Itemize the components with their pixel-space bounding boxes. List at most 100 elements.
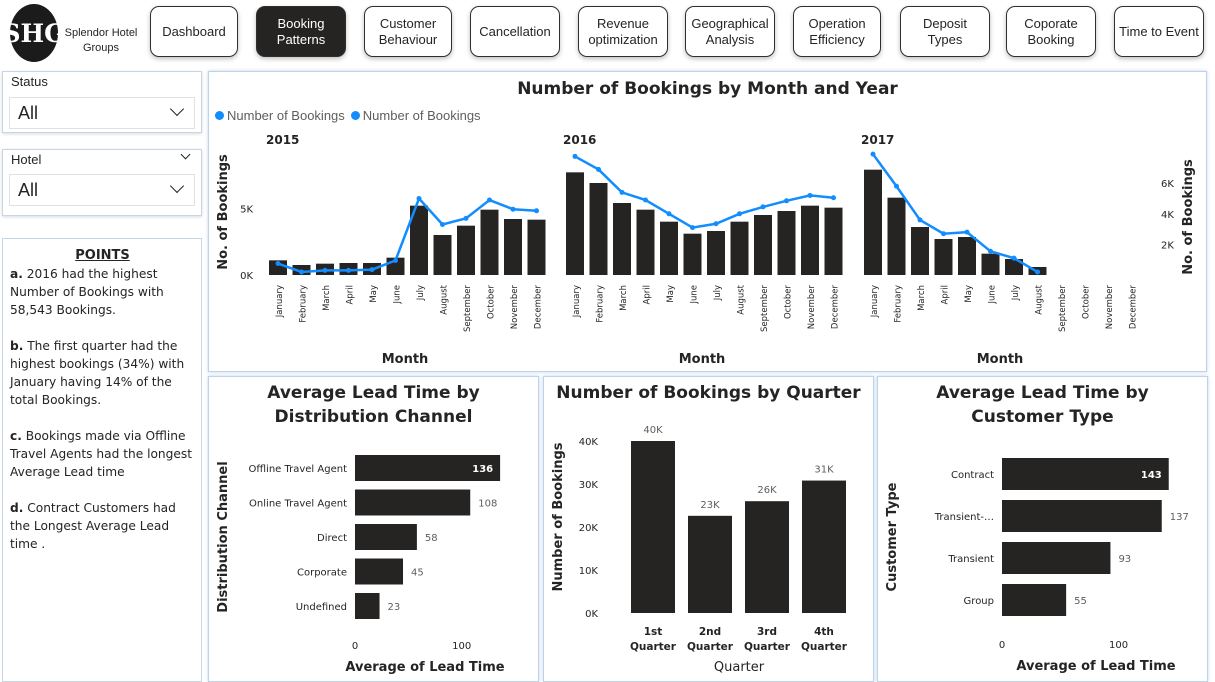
x-tick-label: June: [988, 285, 998, 305]
point-item: a. 2016 had the highest Number of Bookin…: [10, 267, 164, 317]
bar-1st-quarter: [631, 441, 675, 613]
x-tick-label: 2nd: [699, 626, 721, 638]
x-tick-label: September: [760, 284, 770, 331]
lead-time-by-channel-visual[interactable]: Average Lead Time by Distribution Channe…: [208, 376, 539, 682]
nav-button-time-to-event[interactable]: Time to Event: [1114, 6, 1204, 57]
y2-axis-title: No. of Bookings: [1181, 159, 1196, 275]
y2-tick-label: 6K: [1161, 179, 1174, 190]
line-point-2016-february: [596, 166, 601, 172]
data-label: 31K: [814, 465, 834, 476]
x-tick-label: April: [346, 285, 356, 304]
x-tick-label: 0: [352, 641, 358, 652]
points-title: POINTS: [75, 248, 130, 263]
x-tick-label: 100: [452, 641, 471, 652]
category-label: Direct: [317, 533, 347, 544]
chart-title: Number of Bookings by Quarter: [556, 383, 861, 403]
point-item: c. Bookings made via Offline Travel Agen…: [10, 429, 193, 479]
line-point-2017-may: [964, 229, 970, 235]
x-tick-label: December: [831, 284, 841, 329]
hotel-dropdown[interactable]: All: [9, 174, 195, 206]
category-label: Transient: [947, 554, 994, 565]
bar-2016-february: [589, 183, 608, 275]
x-tick-label: January: [275, 285, 285, 318]
lead-time-customer-svg: Customer Type Contract 143 Transient-… 137 Tr…: [885, 458, 1189, 674]
line-point-2015-march: [322, 267, 328, 273]
x-tick-label: March: [322, 285, 332, 311]
bar-2017-may: [958, 237, 976, 275]
x-tick-label: January: [572, 285, 582, 318]
line-point-2016-march: [619, 189, 625, 195]
bar-2015-november: [504, 219, 522, 275]
x-tick-label: August: [1035, 284, 1045, 314]
x-tick-label: Quarter: [630, 641, 677, 653]
y-tick-label: 5K: [240, 204, 253, 215]
status-slicer: Status All: [2, 71, 202, 133]
x-tick-label: September: [1058, 284, 1068, 331]
bookings-by-month-year-visual[interactable]: Number of Bookings by Month and Year Num…: [208, 71, 1207, 372]
nav-button-booking-patterns[interactable]: Booking Patterns: [256, 6, 346, 57]
bar-2016-july: [707, 231, 725, 275]
nav-button-cancellation[interactable]: Cancellation: [470, 6, 560, 57]
chart-title: Number of Bookings by Month and Year: [517, 79, 898, 99]
bar-2nd-quarter: [688, 515, 732, 613]
bookings-month-svg: No. of Bookings 0K 5K No. of Bookings 2K 4K 6K…: [216, 133, 1196, 367]
bar-2015-september: [457, 225, 475, 275]
x-axis-title: Average of Lead Time: [1016, 659, 1175, 674]
x-tick-label: August: [737, 284, 747, 314]
bar-group: [1002, 584, 1067, 616]
y-tick-label: 40K: [579, 437, 599, 448]
status-slicer-label: Status: [11, 74, 48, 89]
line-point-2015-may: [369, 267, 375, 273]
category-label: Undefined: [296, 602, 347, 613]
bar-contract: [1002, 458, 1169, 490]
category-label: Contract: [951, 470, 994, 481]
nav-button-revenue-optimization[interactable]: Revenue optimization: [578, 6, 668, 57]
nav-button-coporate-booking[interactable]: Coporate Booking: [1006, 6, 1096, 57]
x-axis-title: Month: [977, 352, 1024, 367]
y-tick-label: 10K: [579, 566, 599, 577]
bar-2017-march: [911, 227, 929, 275]
line-point-2015-january: [275, 261, 281, 267]
lead-time-by-customer-type-visual[interactable]: Average Lead Time by Customer Type Custo…: [877, 376, 1208, 682]
line-point-2017-february: [894, 183, 899, 189]
brand-name: Splendor Hotel Groups: [64, 27, 138, 54]
data-label: 108: [478, 499, 497, 510]
data-label: 55: [1074, 596, 1087, 607]
top-navigation-bar: SHG Splendor Hotel Groups Dashboard Booki…: [0, 0, 1215, 68]
line-point-2015-april: [346, 267, 351, 273]
x-tick-label: Quarter: [687, 641, 734, 653]
line-point-2017-march: [917, 217, 923, 223]
nav-button-dashboard[interactable]: Dashboard: [150, 6, 238, 57]
bar-2016-march: [613, 203, 631, 275]
x-tick-label: January: [870, 285, 880, 318]
logo-text: SHG: [8, 19, 60, 48]
x-tick-label: May: [666, 285, 676, 303]
bookings-by-quarter-visual[interactable]: Number of Bookings by Quarter Number of …: [543, 376, 874, 682]
line-point-2015-february: [299, 269, 304, 275]
line-point-2016-november: [807, 192, 813, 198]
legend-item[interactable]: Number of Bookings: [215, 108, 345, 123]
chevron-down-icon[interactable]: [180, 149, 191, 160]
chart-title: Average Lead Time by Customer Type: [936, 383, 1149, 427]
bar-transient: [1002, 542, 1111, 574]
bar-3rd-quarter: [745, 501, 789, 613]
nav-button-deposit-types[interactable]: Deposit Types: [900, 6, 990, 57]
bar-offline-travel-agent: [355, 455, 501, 481]
line-point-2015-september: [463, 215, 469, 221]
x-axis-title: Average of Lead Time: [345, 660, 504, 675]
nav-button-customer-behaviour[interactable]: Customer Behaviour: [364, 6, 452, 57]
x-tick-label: February: [299, 285, 309, 323]
bar-2016-october: [777, 211, 796, 275]
bar-2016-september: [754, 215, 772, 275]
line-point-2016-june: [690, 225, 695, 231]
chart-legend: Number of Bookings Number of Bookings: [215, 108, 481, 123]
status-dropdown[interactable]: All: [9, 97, 195, 129]
bar-corporate: [355, 558, 404, 585]
data-label: 23: [388, 602, 401, 613]
nav-button-geographical-analysis[interactable]: Geographical Analysis: [685, 6, 775, 57]
bar-2016-april: [636, 209, 655, 275]
x-tick-label: May: [369, 285, 379, 303]
nav-button-operation-efficiency[interactable]: Operation Efficiency: [793, 6, 881, 57]
line-point-2015-november: [510, 206, 516, 212]
legend-item[interactable]: Number of Bookings: [350, 108, 481, 123]
